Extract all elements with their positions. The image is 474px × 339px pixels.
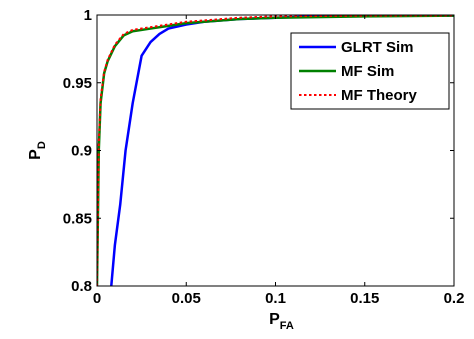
x-axis-ticks: 0 0.05 0.1 0.15 0.2 (93, 15, 465, 307)
series-layer (97, 15, 454, 286)
x-tick-label: 0.2 (444, 290, 465, 307)
x-tick-label: 0.15 (350, 290, 379, 307)
y-axis-ticks: 0.8 0.85 0.9 0.95 1 (63, 7, 454, 295)
x-tick-label: 0 (93, 290, 101, 307)
y-tick-label: 0.95 (63, 75, 92, 92)
series-line-mf-sim (97, 15, 454, 286)
y-tick-label: 0.9 (71, 143, 92, 160)
y-axis-title-main: P (27, 149, 44, 160)
y-tick-label: 0.8 (71, 278, 92, 295)
x-axis-title-sub: FA (280, 320, 294, 332)
legend-label: MF Theory (341, 87, 417, 104)
y-tick-label: 1 (84, 7, 92, 24)
legend-box (290, 32, 450, 110)
x-tick-label: 0.05 (172, 290, 201, 307)
series-line-mf-theory (97, 15, 454, 286)
x-axis-title: PFA (269, 311, 294, 332)
legend: GLRT Sim MF Sim MF Theory (290, 32, 450, 110)
legend-label: MF Sim (341, 63, 394, 80)
x-axis-title-main: P (269, 311, 280, 328)
x-tick-label: 0.1 (265, 290, 286, 307)
y-axis-title-sub: D (36, 141, 48, 149)
legend-label: GLRT Sim (341, 39, 414, 56)
y-tick-label: 0.85 (63, 210, 92, 227)
y-axis-title: PD (27, 141, 48, 160)
